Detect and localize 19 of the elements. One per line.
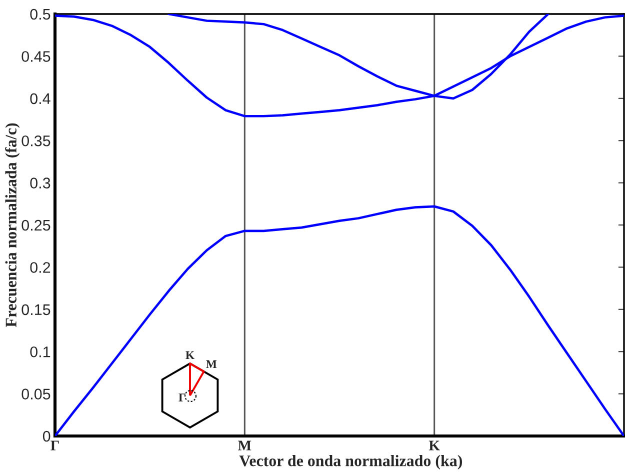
y-tick-label: 0 <box>42 430 50 442</box>
annotation: Γ <box>178 394 186 402</box>
annotation: M <box>206 360 217 368</box>
y-tick-label: 0.4 <box>30 93 50 104</box>
y-tick-label: 0.15 <box>22 304 50 316</box>
x-tick-label: Γ <box>50 440 59 450</box>
annotation: K <box>186 351 194 359</box>
y-axis-title: Frecuencia normalizada (fa/c) <box>5 123 20 328</box>
y-tick-label: 0.2 <box>30 262 50 273</box>
x-tick-label: M <box>238 440 252 450</box>
y-tick-label: 0.3 <box>30 178 50 188</box>
x-tick-label: K <box>428 440 440 450</box>
y-tick-label: 0.25 <box>22 220 50 231</box>
y-tick-label: 0.45 <box>22 51 50 62</box>
y-tick-label: 0.05 <box>22 388 50 400</box>
y-tick-label: 0.5 <box>30 8 50 20</box>
y-tick-label: 0.35 <box>22 135 50 146</box>
x-axis-title: Vector de onda normalizado (ka) <box>239 454 462 470</box>
y-tick-label: 0.1 <box>30 346 50 358</box>
